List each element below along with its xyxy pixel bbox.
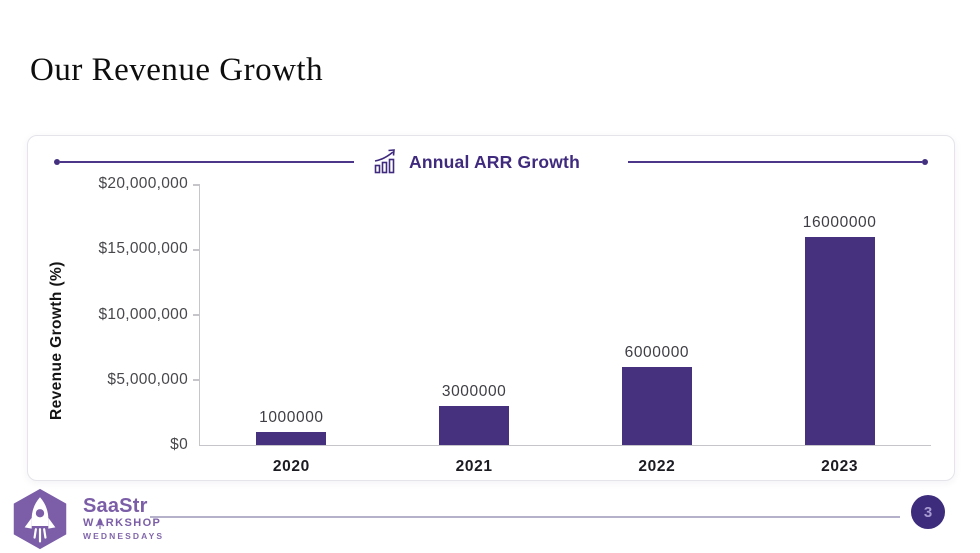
logo-workshop-line: W RKSHOP	[83, 517, 164, 530]
bar-chart-growth-icon	[372, 149, 399, 175]
y-tick-mark	[193, 249, 200, 251]
bar-slot-2020: 1000000 2020	[200, 185, 383, 475]
chart-card: Annual ARR Growth Revenue Growth (%) $0 $…	[27, 135, 955, 481]
y-tick-label: $0	[170, 436, 188, 453]
line-endpoint-dot	[922, 159, 928, 165]
logo-brand: SaaStr	[83, 495, 148, 518]
page-number: 3	[923, 503, 933, 521]
logo-workshop-suffix: RKSHOP	[105, 517, 162, 530]
logo-wednesdays: WEDNESDAYS	[83, 530, 165, 541]
y-tick-label: $20,000,000	[98, 175, 188, 192]
x-category-label: 2022	[638, 458, 676, 475]
y-tick-label: $15,000,000	[98, 240, 188, 258]
bar-slot-2022: 6000000 2022	[566, 185, 749, 475]
x-category-label: 2020	[272, 458, 310, 475]
bar-value-label: 16000000	[802, 214, 877, 231]
x-category-label: 2023	[821, 458, 859, 475]
y-tick-mark	[193, 379, 200, 381]
rocket-hexagon-icon	[8, 487, 76, 551]
logo-workshop-prefix: W	[83, 517, 95, 530]
bar-value-label: 3000000	[441, 383, 507, 400]
bar-2020	[256, 432, 327, 445]
page-number-badge: 3	[911, 495, 945, 529]
y-tick-label: $10,000,000	[98, 305, 188, 323]
bar-slot-2023: 16000000 2023	[748, 185, 931, 475]
y-tick-mark	[193, 184, 200, 186]
chart-title: Annual ARR Growth	[409, 151, 580, 172]
saastr-logo: SaaStr W RKSHOP WEDNESDAYS	[8, 487, 164, 551]
plot-area: 1000000 2020 3000000 2021 6000000 2022 1600000…	[193, 184, 931, 475]
chart-card-header: Annual ARR Growth	[54, 147, 928, 177]
rocket-icon	[95, 518, 105, 530]
bar-2023	[804, 237, 875, 445]
bar-2022	[621, 367, 692, 445]
x-category-label: 2021	[455, 458, 493, 475]
logo-text: SaaStr W RKSHOP WEDNESDAYS	[83, 496, 164, 541]
header-divider-line	[627, 161, 922, 163]
y-tick-label: $5,000,000	[107, 370, 188, 388]
y-tick-mark	[193, 314, 200, 316]
bar-2021	[439, 406, 510, 445]
y-axis-labels: $0 $5,000,000 $10,000,000 $15,000,000 $20,00…	[28, 175, 188, 453]
line-endpoint-dot	[54, 159, 60, 165]
page-title: Our Revenue Growth	[30, 52, 324, 88]
header-divider-line	[60, 161, 355, 163]
bar-value-label: 1000000	[259, 409, 324, 426]
bar-slot-2021: 3000000 2021	[383, 185, 566, 475]
bar-value-label: 6000000	[624, 344, 690, 361]
footer-divider-line	[150, 516, 900, 518]
